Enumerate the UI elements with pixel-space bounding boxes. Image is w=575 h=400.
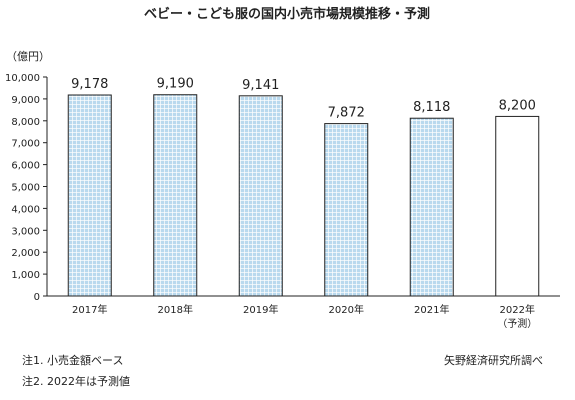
y-tick-label: 7,000 bbox=[11, 139, 40, 150]
bar-forecast bbox=[495, 115, 540, 297]
footnote-1: 注1. 小売金額ベース bbox=[22, 354, 124, 367]
bar-value-label: 7,872 bbox=[328, 106, 365, 121]
bar-value-label: 8,200 bbox=[499, 98, 536, 113]
x-category-label: 2019年 bbox=[243, 303, 278, 316]
bars bbox=[67, 94, 540, 297]
chart-title: ベビー・こども服の国内小売市場規模推移・予測 bbox=[144, 6, 430, 22]
x-category-sub-label: （予測） bbox=[497, 317, 537, 330]
y-tick-label: 1,000 bbox=[11, 270, 40, 281]
bar-value-label: 9,178 bbox=[71, 77, 108, 92]
y-axis-unit-label: （億円） bbox=[6, 50, 50, 63]
y-axis: 0 1,000 2,000 3,000 4,000 5,000 6,000 7,000 8,00… bbox=[5, 73, 48, 303]
y-tick-label: 8,000 bbox=[11, 117, 40, 128]
data-labels: 9,178 9,190 9,141 7,872 8,118 8,200 bbox=[71, 77, 536, 121]
bar bbox=[238, 95, 283, 297]
bar-value-label: 8,118 bbox=[413, 100, 450, 115]
bar bbox=[409, 117, 454, 297]
x-category-label: 2018年 bbox=[158, 303, 193, 316]
y-tick-label: 6,000 bbox=[11, 161, 40, 172]
bar bbox=[324, 123, 369, 297]
bar bbox=[153, 94, 198, 297]
bar-value-label: 9,190 bbox=[157, 77, 194, 92]
y-tick-label: 9,000 bbox=[11, 95, 40, 106]
y-tick-label: 2,000 bbox=[11, 248, 40, 259]
x-category-label: 2021年 bbox=[414, 303, 449, 316]
y-tick-label: 0 bbox=[34, 292, 40, 303]
y-tick-label: 10,000 bbox=[5, 73, 40, 84]
bar bbox=[67, 94, 112, 297]
footnote-2: 注2. 2022年は予測値 bbox=[22, 375, 130, 388]
x-category-label: 2020年 bbox=[329, 303, 364, 316]
x-category-label: 2022年 bbox=[500, 303, 535, 316]
x-axis: 2017年 2018年 2019年 2020年 2021年 2022年（予測） bbox=[47, 295, 560, 330]
source-note: 矢野経済研究所調べ bbox=[444, 354, 543, 367]
y-tick-label: 5,000 bbox=[11, 183, 40, 194]
y-tick-label: 4,000 bbox=[11, 204, 40, 215]
x-category-label: 2017年 bbox=[72, 303, 107, 316]
bar-value-label: 9,141 bbox=[242, 78, 279, 93]
y-tick-label: 3,000 bbox=[11, 226, 40, 237]
